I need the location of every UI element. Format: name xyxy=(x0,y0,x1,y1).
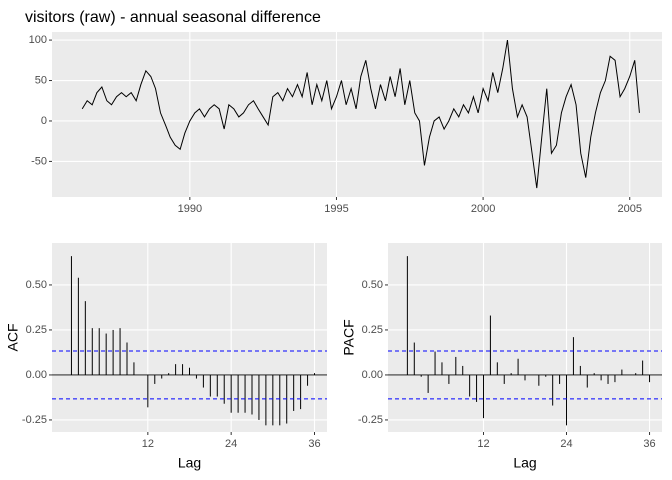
y-axis-title: ACF xyxy=(5,324,21,352)
x-tick-label: 1995 xyxy=(324,203,348,215)
y-tick-label: 50 xyxy=(35,74,47,86)
y-tick-label: 0.00 xyxy=(362,369,383,381)
x-axis-title: Lag xyxy=(178,455,201,471)
y-axis-title: PACF xyxy=(341,319,357,355)
y-tick-label: 100 xyxy=(29,34,47,46)
series-line xyxy=(81,40,640,189)
x-tick-label: 2005 xyxy=(617,203,641,215)
x-axis-title: Lag xyxy=(513,455,536,471)
x-tick-label: 24 xyxy=(225,438,237,450)
x-tick-label: 1990 xyxy=(178,203,202,215)
x-tick-label: 36 xyxy=(308,438,320,450)
y-tick-label: 0.50 xyxy=(362,279,383,291)
y-tick-label: 0.00 xyxy=(26,369,47,381)
y-tick-label: 0.25 xyxy=(362,324,383,336)
y-tick-label: 0.50 xyxy=(26,279,47,291)
y-tick-label: 0.25 xyxy=(26,324,47,336)
y-tick-label: -50 xyxy=(31,155,47,167)
x-tick-label: 12 xyxy=(142,438,154,450)
x-tick-label: 2000 xyxy=(471,203,495,215)
y-tick-label: -0.25 xyxy=(358,414,383,426)
panel-background xyxy=(52,243,327,432)
panel-background xyxy=(388,243,662,432)
y-tick-label: -0.25 xyxy=(22,414,47,426)
x-tick-label: 36 xyxy=(643,438,655,450)
chart-title: visitors (raw) - annual seasonal differe… xyxy=(25,9,321,26)
y-tick-label: 0 xyxy=(41,115,47,127)
x-tick-label: 12 xyxy=(477,438,489,450)
panel-background xyxy=(52,32,662,197)
x-tick-label: 24 xyxy=(560,438,572,450)
